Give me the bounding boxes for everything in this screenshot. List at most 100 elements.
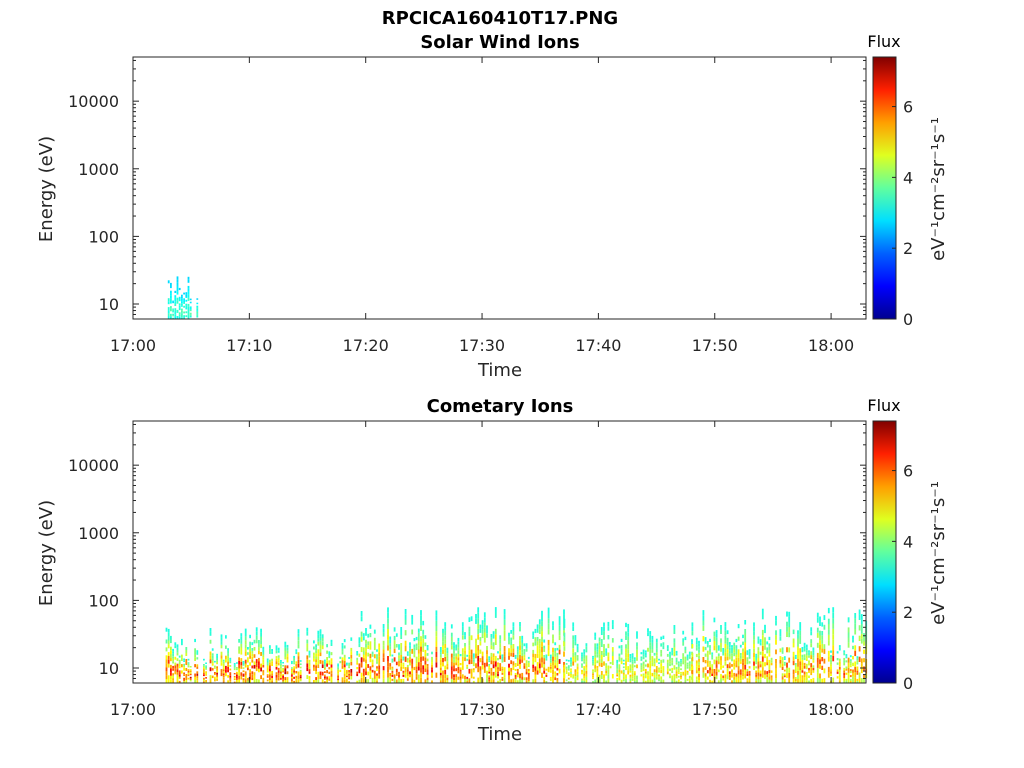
- heatmap-cell: [726, 675, 729, 680]
- heatmap-cell: [711, 668, 714, 672]
- heatmap-cell: [616, 659, 619, 662]
- heatmap-cell: [170, 301, 172, 304]
- heatmap-cell: [512, 644, 515, 649]
- heatmap-cell: [786, 647, 788, 653]
- colorbar-tick-label: 0: [903, 674, 913, 693]
- heatmap-cell: [594, 661, 597, 665]
- heatmap-cell: [253, 647, 256, 651]
- heatmap-cell: [227, 661, 229, 665]
- heatmap-cell: [174, 303, 177, 306]
- heatmap-cell: [328, 676, 331, 679]
- heatmap-cell: [642, 678, 645, 681]
- heatmap-cell: [651, 635, 654, 640]
- heatmap-cell: [671, 660, 674, 663]
- heatmap-cell: [297, 656, 300, 660]
- heatmap-cell: [594, 654, 597, 658]
- heatmap-cell: [490, 637, 493, 642]
- heatmap-cell: [596, 671, 599, 675]
- heatmap-cell: [457, 644, 460, 648]
- heatmap-cell: [371, 669, 374, 673]
- heatmap-cell: [321, 671, 324, 676]
- panel-title-solar-wind: Solar Wind Ions: [420, 32, 579, 53]
- panel-title-cometary: Cometary Ions: [427, 396, 574, 417]
- heatmap-cell: [733, 679, 736, 683]
- heatmap-cell: [365, 671, 367, 676]
- heatmap-cell: [174, 297, 177, 300]
- heatmap-cell: [422, 629, 425, 635]
- heatmap-cell: [823, 649, 826, 654]
- heatmap-cell: [858, 625, 861, 631]
- heatmap-cell: [185, 303, 188, 306]
- heatmap-cell: [176, 652, 179, 656]
- heatmap-cell: [627, 623, 630, 629]
- heatmap-cell: [838, 645, 841, 648]
- heatmap-cell: [501, 672, 504, 675]
- heatmap-cell: [688, 668, 691, 671]
- heatmap-cell: [660, 636, 663, 640]
- heatmap-cell: [242, 670, 245, 672]
- heatmap-cell: [286, 665, 289, 669]
- heatmap-cell: [748, 673, 751, 676]
- heatmap-cell: [468, 654, 471, 660]
- heatmap-cell: [698, 655, 700, 659]
- heatmap-cell: [581, 659, 583, 662]
- heatmap-cell: [409, 651, 411, 654]
- heatmap-cell: [805, 647, 808, 650]
- colorbar-tick-label: 2: [903, 603, 913, 622]
- heatmap-cell: [181, 664, 183, 668]
- heatmap-cell: [662, 659, 665, 663]
- heatmap-cell: [605, 670, 608, 674]
- heatmap-cell: [755, 678, 758, 681]
- plot-frame: [132, 420, 867, 684]
- heatmap-cell: [629, 674, 632, 677]
- heatmap-cell: [236, 671, 238, 674]
- heatmap-cell: [816, 632, 819, 638]
- heatmap-cell: [523, 649, 526, 652]
- heatmap-cell: [631, 668, 634, 671]
- heatmap-cell: [382, 624, 385, 629]
- heatmap-cell: [618, 672, 621, 675]
- heatmap-cell: [863, 674, 865, 679]
- heatmap-cell: [838, 674, 841, 678]
- heatmap-cell: [554, 662, 557, 666]
- heatmap-cell: [863, 649, 865, 654]
- heatmap-cell: [735, 676, 738, 680]
- heatmap-cell: [371, 677, 374, 681]
- heatmap-cell: [629, 678, 632, 681]
- heatmap-cell: [709, 670, 711, 674]
- heatmap-cell: [326, 657, 328, 661]
- heatmap-cell: [317, 653, 320, 657]
- heatmap-cell: [251, 659, 254, 663]
- heatmap-cell: [341, 680, 344, 683]
- heatmap-cell: [653, 663, 656, 667]
- heatmap-cell: [194, 664, 196, 668]
- heatmap-cell: [247, 680, 249, 683]
- heatmap-cell: [258, 668, 260, 673]
- heatmap-cell: [501, 668, 504, 671]
- heatmap-cell: [801, 665, 804, 668]
- heatmap-cell: [275, 650, 278, 654]
- heatmap-cell: [486, 678, 488, 683]
- heatmap-cell: [543, 676, 546, 680]
- heatmap-cell: [808, 650, 810, 653]
- heatmap-cell: [326, 650, 328, 654]
- heatmap-cell: [244, 636, 247, 641]
- heatmap-cell: [547, 618, 550, 624]
- heatmap-cell: [170, 308, 172, 312]
- heatmap-cell: [365, 631, 367, 636]
- heatmap-cell: [570, 657, 572, 660]
- heatmap-cell: [387, 612, 389, 619]
- heatmap-cell: [592, 681, 594, 683]
- heatmap-cell: [472, 659, 475, 662]
- heatmap-cell: [306, 631, 309, 636]
- heatmap-cell: [178, 672, 181, 675]
- heatmap-cell: [472, 668, 475, 671]
- heatmap-cell: [459, 669, 462, 672]
- heatmap-cell: [455, 677, 458, 681]
- heatmap-cell: [671, 667, 674, 671]
- heatmap-cell: [411, 614, 414, 620]
- heatmap-cell: [435, 662, 438, 668]
- heatmap-cell: [269, 651, 271, 654]
- heatmap-cell: [172, 665, 174, 669]
- heatmap-cell: [490, 671, 493, 676]
